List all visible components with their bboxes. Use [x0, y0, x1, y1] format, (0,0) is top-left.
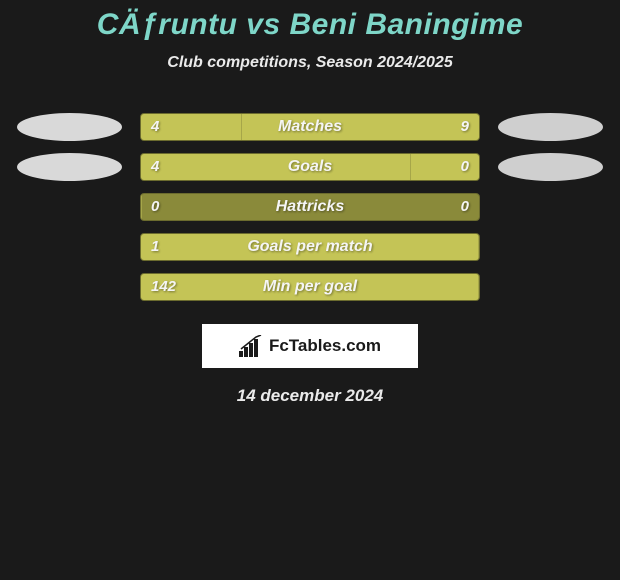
- player-left-marker: [17, 113, 122, 141]
- stat-bar: 1Goals per match: [140, 233, 480, 261]
- brand-logo-text: FcTables.com: [269, 336, 381, 356]
- stat-value-right: 9: [461, 114, 469, 140]
- stat-row: 49Matches: [0, 112, 620, 142]
- stat-value-right: 0: [461, 194, 469, 220]
- player-right-marker: [498, 273, 603, 301]
- stat-bar: 142Min per goal: [140, 273, 480, 301]
- stat-bar-left-fill: [141, 194, 142, 220]
- stat-row: 1Goals per match: [0, 232, 620, 262]
- player-right-marker: [498, 153, 603, 181]
- stat-row: 142Min per goal: [0, 272, 620, 302]
- player-right-marker: [498, 193, 603, 221]
- comparison-infographic: CÄƒruntu vs Beni Baningime Club competit…: [0, 0, 620, 406]
- stats-list: 49Matches40Goals00Hattricks1Goals per ma…: [0, 112, 620, 302]
- stat-row: 0 0Hattricks: [0, 192, 620, 222]
- stat-value-left: 4: [151, 114, 159, 140]
- stat-bar-left-fill: [141, 234, 479, 260]
- stat-label: Hattricks: [141, 194, 479, 220]
- stat-row: 40Goals: [0, 152, 620, 182]
- stat-bar-left-fill: [141, 274, 479, 300]
- brand-logo: FcTables.com: [202, 324, 418, 368]
- player-left-marker: [17, 193, 122, 221]
- player-left-marker: [17, 273, 122, 301]
- stat-bar: 49Matches: [140, 113, 480, 141]
- stat-value-left: 0: [151, 194, 159, 220]
- chart-bars-icon: [239, 335, 265, 357]
- stat-value-left: 142: [151, 274, 176, 300]
- player-right-marker: [498, 233, 603, 261]
- stat-bar-right-fill: [242, 114, 479, 140]
- stat-bar: 40Goals: [140, 153, 480, 181]
- date-label: 14 december 2024: [0, 386, 620, 406]
- subtitle: Club competitions, Season 2024/2025: [0, 54, 620, 72]
- player-left-marker: [17, 233, 122, 261]
- stat-value-left: 4: [151, 154, 159, 180]
- page-title: CÄƒruntu vs Beni Baningime: [0, 8, 620, 42]
- stat-value-right: 0: [461, 154, 469, 180]
- stat-bar: 0 0Hattricks: [140, 193, 480, 221]
- player-right-marker: [498, 113, 603, 141]
- stat-bar-left-fill: [141, 154, 411, 180]
- stat-value-left: 1: [151, 234, 159, 260]
- player-left-marker: [17, 153, 122, 181]
